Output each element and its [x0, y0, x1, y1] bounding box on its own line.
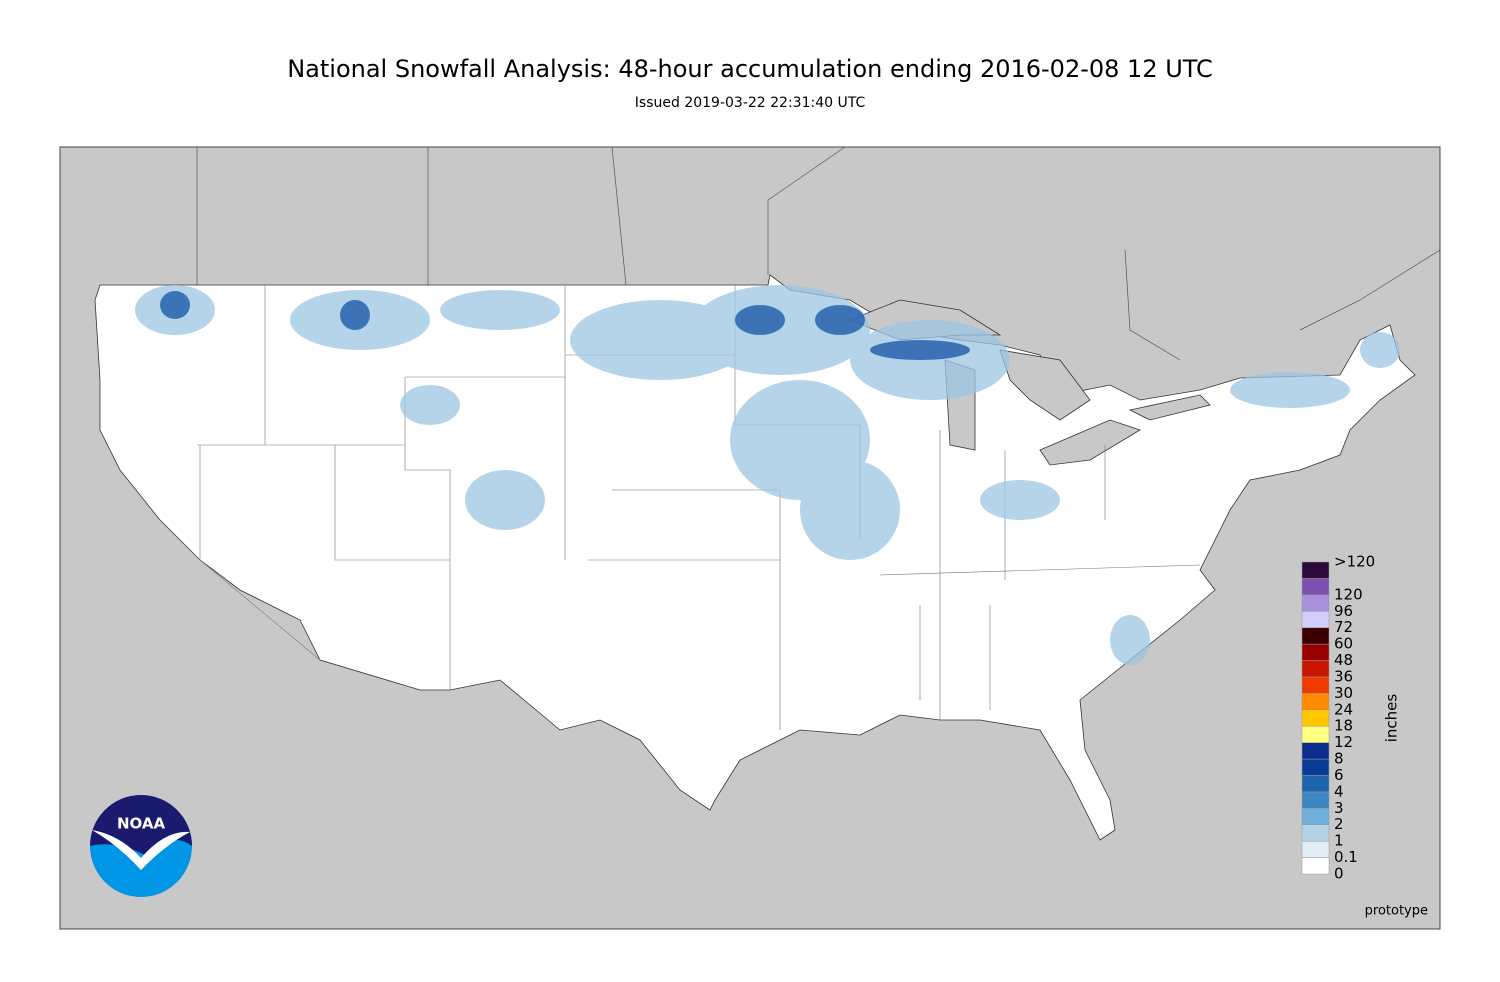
color-label: 2	[1334, 815, 1344, 833]
color-label: 0	[1334, 865, 1344, 883]
color-label: 48	[1334, 651, 1353, 669]
color-box	[1301, 857, 1330, 875]
color-label: 30	[1334, 684, 1353, 702]
legend-title: inches	[1383, 694, 1401, 743]
color-label: >120	[1334, 553, 1375, 571]
color-label: 60	[1334, 635, 1353, 653]
color-box	[1301, 824, 1330, 842]
color-label: 120	[1334, 585, 1363, 603]
color-box	[1301, 693, 1330, 711]
color-label: 3	[1334, 799, 1344, 817]
color-label: 8	[1334, 750, 1344, 768]
snow-areas	[135, 285, 1400, 665]
color-label: 4	[1334, 782, 1344, 800]
color-box	[1301, 808, 1330, 825]
map	[59, 146, 1441, 930]
color-box	[1301, 840, 1330, 858]
title: National Snowfall Analysis: 48-hour accu…	[287, 55, 1213, 83]
subtitle: Issued 2019-03-22 22:31:40 UTC	[635, 95, 866, 111]
color-box	[1301, 742, 1330, 760]
heavy-snow	[160, 291, 970, 360]
color-box	[1301, 561, 1330, 579]
color-label: 1	[1334, 832, 1344, 850]
borders	[196, 146, 1441, 361]
color-label: 12	[1334, 733, 1353, 751]
color-box	[1301, 725, 1330, 743]
color-box	[1301, 775, 1330, 793]
color-box	[1301, 660, 1330, 678]
color-label: 18	[1334, 717, 1353, 735]
color-box	[1301, 627, 1330, 645]
color-box	[1301, 578, 1330, 596]
noaa-logo: NOAA	[90, 795, 192, 897]
color-label: 36	[1334, 667, 1353, 685]
color-label: 6	[1334, 766, 1344, 784]
color-box	[1301, 611, 1330, 628]
color-box	[1301, 594, 1330, 612]
color-label: 72	[1334, 618, 1353, 636]
color-box	[1301, 676, 1330, 694]
color-label: 96	[1334, 602, 1353, 620]
color-box	[1301, 758, 1330, 776]
color-label: 24	[1334, 700, 1353, 718]
logo-text: NOAA	[117, 815, 166, 833]
color-box	[1301, 643, 1330, 661]
color-box	[1301, 791, 1330, 809]
color-label: 0.1	[1334, 848, 1358, 866]
note: prototype	[1365, 904, 1428, 919]
color-box	[1301, 709, 1330, 727]
